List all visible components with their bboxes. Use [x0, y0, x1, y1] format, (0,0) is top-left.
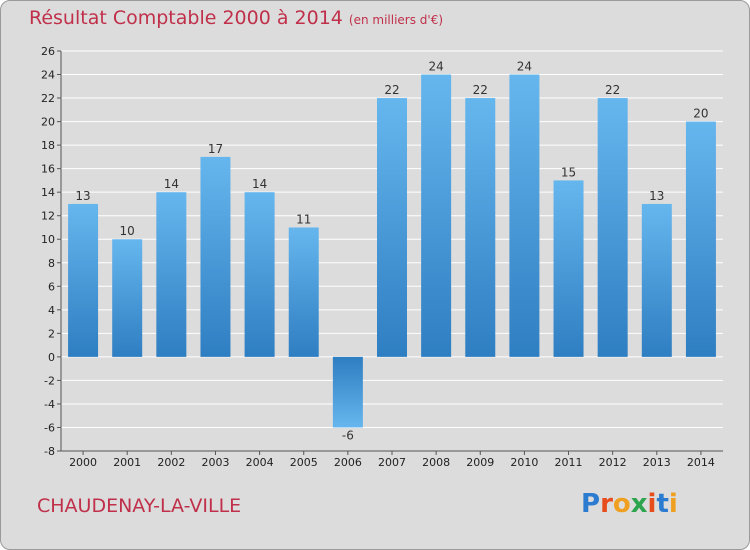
chart-unit: (en milliers d'€): [348, 13, 444, 27]
y-tick-label: -4: [44, 398, 55, 411]
y-tick-label: 6: [48, 280, 55, 293]
y-tick-label: 0: [48, 351, 55, 364]
bar-2003: [200, 156, 231, 357]
proxiti-logo: Proxiti: [581, 489, 678, 519]
commune-name: CHAUDENAY-LA-VILLE: [37, 495, 242, 517]
y-tick-label: 14: [41, 186, 55, 199]
x-tick-label: 2004: [246, 456, 274, 469]
bar-2007: [377, 98, 407, 357]
data-label-2009: 22: [473, 83, 488, 97]
logo-letter: o: [612, 489, 631, 519]
y-tick-label: -2: [44, 374, 55, 387]
y-tick-label: 20: [41, 116, 55, 129]
x-tick-label: 2010: [510, 456, 538, 469]
x-tick-label: 2006: [334, 456, 362, 469]
data-label-2005: 11: [296, 212, 311, 226]
bar-2012: [597, 98, 628, 357]
x-tick-label: 2000: [69, 456, 97, 469]
y-tick-label: -8: [44, 445, 55, 458]
x-tick-label: 2013: [643, 456, 671, 469]
y-tick-label: 12: [41, 210, 55, 223]
bar-2002: [156, 192, 187, 357]
y-tick-label: 24: [41, 69, 55, 82]
bar-2004: [244, 192, 275, 357]
bar-2001: [112, 239, 143, 357]
y-tick-label: 16: [41, 163, 55, 176]
data-label-2001: 10: [120, 224, 135, 238]
logo-letter: i: [647, 489, 657, 519]
data-label-2007: 22: [384, 83, 399, 97]
logo-letter: r: [600, 489, 613, 519]
y-tick-label: 8: [48, 257, 55, 270]
y-tick-label: 4: [48, 304, 55, 317]
data-label-2013: 13: [649, 189, 664, 203]
y-tick-label: 18: [41, 139, 55, 152]
y-tick-label: -6: [44, 421, 55, 434]
data-label-2000: 13: [75, 189, 90, 203]
data-label-2006: -6: [342, 428, 354, 442]
x-tick-label: 2008: [422, 456, 450, 469]
logo-letter: t: [656, 489, 669, 519]
logo-letter: x: [630, 489, 648, 519]
x-tick-label: 2014: [687, 456, 715, 469]
bar-2009: [465, 98, 496, 357]
x-tick-label: 2009: [466, 456, 494, 469]
bar-2010: [509, 74, 540, 357]
data-label-2010: 24: [517, 60, 532, 74]
bar-2011: [553, 180, 584, 357]
x-tick-label: 2002: [157, 456, 185, 469]
x-tick-label: 2011: [555, 456, 583, 469]
logo-letter: P: [581, 489, 601, 519]
x-tick-label: 2007: [378, 456, 406, 469]
y-tick-label: 2: [48, 327, 55, 340]
data-label-2011: 15: [561, 165, 576, 179]
logo-letter: i: [668, 489, 678, 519]
data-label-2008: 24: [428, 60, 443, 74]
chart-title: Résultat Comptable 2000 à 2014 (en millie…: [29, 7, 443, 29]
x-tick-label: 2001: [113, 456, 141, 469]
x-tick-label: 2003: [201, 456, 229, 469]
bar-2013: [641, 203, 672, 357]
data-label-2004: 14: [252, 177, 267, 191]
chart-title-text: Résultat Comptable 2000 à 2014: [29, 7, 343, 29]
bar-2005: [288, 227, 319, 357]
y-tick-label: 22: [41, 92, 55, 105]
bar-2006: [332, 356, 363, 428]
x-tick-label: 2005: [290, 456, 318, 469]
bar-2000: [68, 203, 99, 357]
data-label-2014: 20: [693, 107, 708, 121]
y-tick-label: 26: [41, 45, 55, 58]
data-label-2002: 14: [164, 177, 179, 191]
y-tick-label: 10: [41, 233, 55, 246]
data-label-2012: 22: [605, 83, 620, 97]
bar-2008: [421, 74, 452, 357]
x-tick-label: 2012: [599, 456, 627, 469]
data-label-2003: 17: [208, 142, 223, 156]
bar-2014: [685, 121, 716, 357]
